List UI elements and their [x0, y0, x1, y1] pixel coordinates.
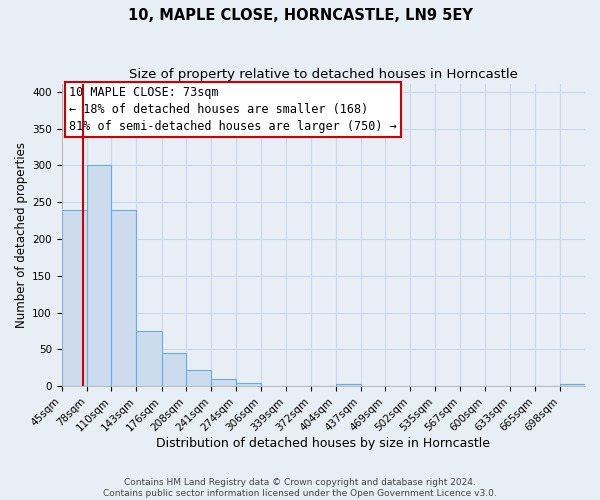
Bar [211, 379, 236, 386]
X-axis label: Distribution of detached houses by size in Horncastle: Distribution of detached houses by size … [157, 437, 490, 450]
Bar [186, 370, 211, 386]
Bar [236, 382, 261, 386]
Bar [87, 166, 111, 386]
Bar [335, 384, 361, 386]
Text: Contains HM Land Registry data © Crown copyright and database right 2024.
Contai: Contains HM Land Registry data © Crown c… [103, 478, 497, 498]
Title: Size of property relative to detached houses in Horncastle: Size of property relative to detached ho… [129, 68, 518, 80]
Bar [136, 331, 161, 386]
Bar [560, 384, 585, 386]
Text: 10 MAPLE CLOSE: 73sqm
← 18% of detached houses are smaller (168)
81% of semi-det: 10 MAPLE CLOSE: 73sqm ← 18% of detached … [70, 86, 397, 133]
Bar [62, 210, 87, 386]
Bar [161, 353, 186, 386]
Text: 10, MAPLE CLOSE, HORNCASTLE, LN9 5EY: 10, MAPLE CLOSE, HORNCASTLE, LN9 5EY [128, 8, 472, 22]
Bar [111, 210, 136, 386]
Y-axis label: Number of detached properties: Number of detached properties [15, 142, 28, 328]
